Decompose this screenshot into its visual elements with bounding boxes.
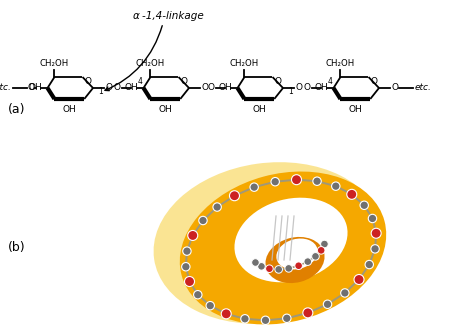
Text: O: O [114, 84, 121, 93]
Circle shape [184, 277, 194, 287]
Text: O: O [370, 76, 377, 86]
Circle shape [320, 240, 328, 248]
Circle shape [332, 182, 340, 190]
Text: etc.: etc. [415, 84, 432, 93]
Text: O: O [201, 84, 209, 93]
Circle shape [199, 216, 207, 225]
Circle shape [313, 177, 321, 185]
Ellipse shape [154, 162, 383, 324]
Circle shape [250, 183, 258, 191]
Circle shape [183, 247, 191, 255]
Text: OH: OH [253, 106, 266, 115]
Circle shape [275, 266, 283, 273]
Circle shape [221, 309, 231, 319]
Circle shape [371, 245, 379, 253]
Circle shape [312, 253, 319, 260]
Circle shape [241, 315, 249, 323]
Ellipse shape [180, 172, 386, 324]
Circle shape [295, 262, 302, 270]
Text: (b): (b) [8, 241, 26, 255]
Text: CH₂OH: CH₂OH [40, 58, 69, 67]
Circle shape [265, 265, 273, 273]
Circle shape [182, 263, 190, 271]
Circle shape [229, 191, 239, 201]
Circle shape [368, 214, 377, 223]
Text: OH: OH [219, 84, 232, 93]
FancyArrowPatch shape [105, 26, 162, 91]
Text: α -1,4-linkage: α -1,4-linkage [133, 11, 203, 21]
Circle shape [354, 275, 364, 285]
Circle shape [292, 175, 301, 185]
Circle shape [360, 201, 368, 209]
Ellipse shape [235, 198, 347, 282]
Text: OH: OH [28, 84, 42, 93]
Circle shape [188, 230, 198, 240]
Text: O: O [106, 84, 112, 93]
Circle shape [252, 259, 259, 266]
Circle shape [271, 177, 279, 186]
Text: 4: 4 [138, 76, 143, 86]
Text: CH₂OH: CH₂OH [230, 58, 259, 67]
Text: 1: 1 [98, 87, 103, 96]
Text: O: O [304, 84, 311, 93]
Circle shape [318, 246, 325, 254]
Text: CH₂OH: CH₂OH [136, 58, 165, 67]
Text: (a): (a) [8, 104, 26, 117]
Text: O: O [84, 76, 91, 86]
Circle shape [285, 265, 292, 272]
Ellipse shape [276, 238, 318, 270]
Circle shape [341, 289, 349, 297]
Text: OH: OH [315, 84, 328, 93]
Ellipse shape [265, 237, 325, 283]
Circle shape [365, 260, 374, 269]
Circle shape [261, 316, 270, 325]
Text: 4: 4 [328, 76, 333, 86]
Text: CH₂OH: CH₂OH [326, 58, 355, 67]
Text: O: O [274, 76, 281, 86]
Circle shape [213, 203, 221, 211]
Text: O: O [295, 84, 302, 93]
Text: etc.: etc. [0, 84, 11, 93]
Text: 1: 1 [288, 87, 293, 96]
Circle shape [283, 314, 291, 323]
Circle shape [347, 189, 357, 199]
Circle shape [258, 263, 265, 270]
Text: OH: OH [158, 106, 172, 115]
Circle shape [206, 302, 214, 310]
Circle shape [323, 300, 332, 309]
Circle shape [371, 228, 381, 238]
Circle shape [303, 308, 313, 318]
Text: OH: OH [348, 106, 362, 115]
Text: O: O [392, 84, 399, 93]
Text: OH: OH [125, 84, 138, 93]
Text: OH: OH [63, 106, 76, 115]
Text: O: O [208, 84, 215, 93]
Text: O: O [28, 84, 35, 93]
Circle shape [193, 291, 202, 299]
Circle shape [304, 258, 311, 266]
Text: O: O [180, 76, 187, 86]
